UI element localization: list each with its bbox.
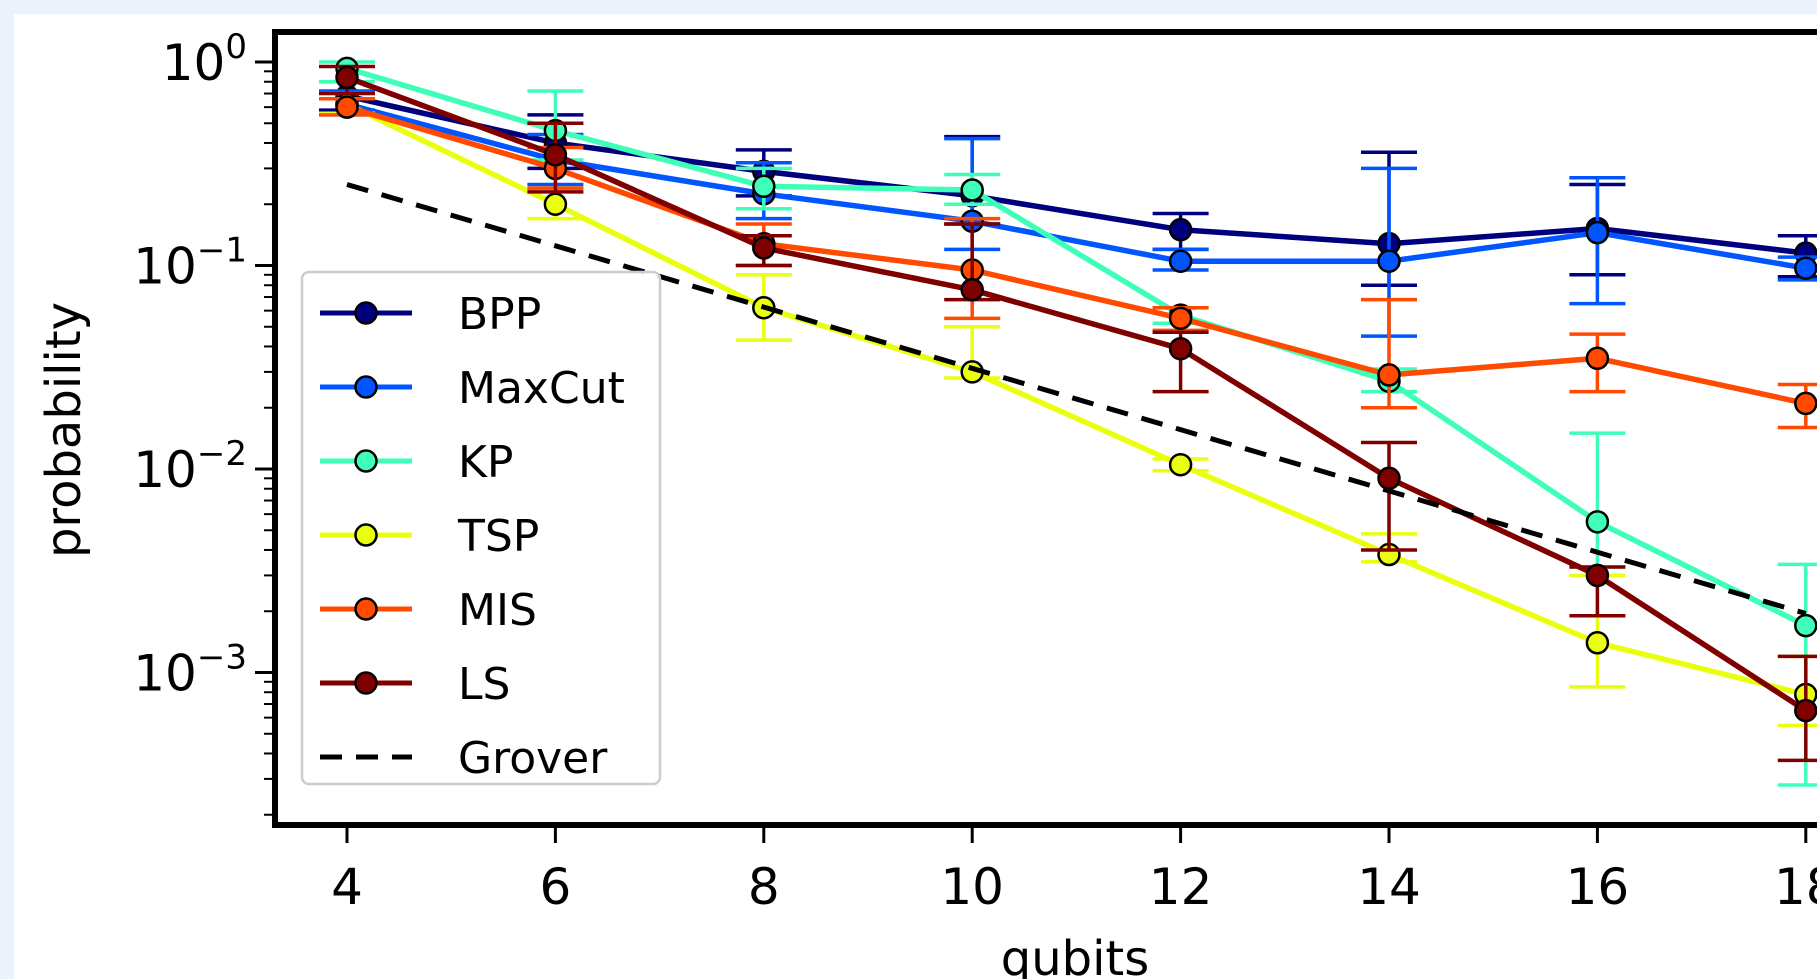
series-line-grover <box>346 182 1807 616</box>
legend-label: BPP <box>458 289 541 340</box>
x-tick-label: 6 <box>539 858 571 916</box>
data-point <box>1794 613 1817 638</box>
legend-item-kp: KP <box>320 437 513 488</box>
series-line-kp <box>346 65 1808 629</box>
legend-label: TSP <box>457 511 539 562</box>
data-point <box>1168 249 1193 273</box>
legend-marker <box>354 301 378 325</box>
data-point <box>752 236 776 260</box>
legend-marker <box>354 523 378 547</box>
legend-item-grover: Grover <box>320 733 608 784</box>
series-line-tsp <box>345 101 1807 698</box>
series-line-ls <box>346 74 1808 713</box>
legend-label: Grover <box>458 733 608 784</box>
data-point <box>1585 563 1610 588</box>
legend-label: MIS <box>458 585 537 636</box>
data-point <box>1794 391 1817 416</box>
x-tick-label: 12 <box>1149 858 1213 916</box>
series-ls <box>319 64 1817 763</box>
data-point <box>1794 698 1817 723</box>
data-point <box>1377 466 1401 491</box>
data-point <box>543 143 568 167</box>
legend-item-maxcut: MaxCut <box>320 363 625 414</box>
x-tick-label: 16 <box>1566 858 1630 916</box>
series-line-bpp <box>346 93 1807 256</box>
data-point <box>1168 452 1193 477</box>
legend-item-mis: MIS <box>320 585 537 636</box>
y-axis-title: probability <box>36 302 92 558</box>
legend-item-bpp: BPP <box>320 289 541 340</box>
legend-box <box>300 270 662 786</box>
y-tick-label: 10−1 <box>133 231 247 296</box>
data-point <box>1168 306 1193 331</box>
data-point <box>1168 217 1193 242</box>
legend-marker <box>354 375 378 399</box>
error-bar <box>1361 440 1417 552</box>
data-point <box>1585 346 1610 371</box>
data-point <box>543 192 568 216</box>
legend-label: LS <box>458 659 510 710</box>
x-tick-label: 14 <box>1357 858 1421 916</box>
plot-frame <box>272 29 1817 828</box>
data-point <box>1377 249 1401 273</box>
x-axis-title: qubits <box>1001 931 1150 979</box>
x-tick-label: 4 <box>331 858 363 916</box>
error-bar <box>1777 562 1817 787</box>
legend-label: MaxCut <box>458 363 625 414</box>
figure-panel: 4 6 8 10 12 14 16 18 100 10−1 10−2 10−3 qubits prob… <box>14 14 1817 979</box>
legend-marker <box>354 671 378 695</box>
y-tick-label: 10−2 <box>133 434 247 499</box>
legend-marker <box>354 597 378 621</box>
data-point <box>1585 510 1610 534</box>
error-bar <box>1569 431 1626 569</box>
data-point <box>335 95 359 119</box>
data-point <box>960 278 984 302</box>
y-tick-label: 100 <box>162 27 247 92</box>
x-tick-label: 10 <box>940 858 1004 916</box>
legend-item-tsp: TSP <box>320 511 539 562</box>
data-point <box>1377 363 1401 387</box>
x-tick-label: 18 <box>1774 858 1817 916</box>
data-point <box>1585 631 1610 655</box>
data-point <box>960 178 984 202</box>
data-point <box>335 65 359 90</box>
legend-marker <box>354 449 378 473</box>
legend-item-ls: LS <box>320 659 510 710</box>
y-tick-label: 10−3 <box>133 638 247 703</box>
error-bar <box>1361 297 1417 410</box>
series-line-maxcut <box>346 101 1807 271</box>
data-point <box>1585 220 1610 245</box>
data-point <box>752 174 776 199</box>
data-point <box>1794 256 1817 280</box>
series-line-mis <box>346 104 1807 407</box>
series-grover <box>346 182 1807 616</box>
data-point <box>1168 336 1193 361</box>
legend-label: KP <box>458 437 513 488</box>
x-tick-label: 8 <box>748 858 780 916</box>
